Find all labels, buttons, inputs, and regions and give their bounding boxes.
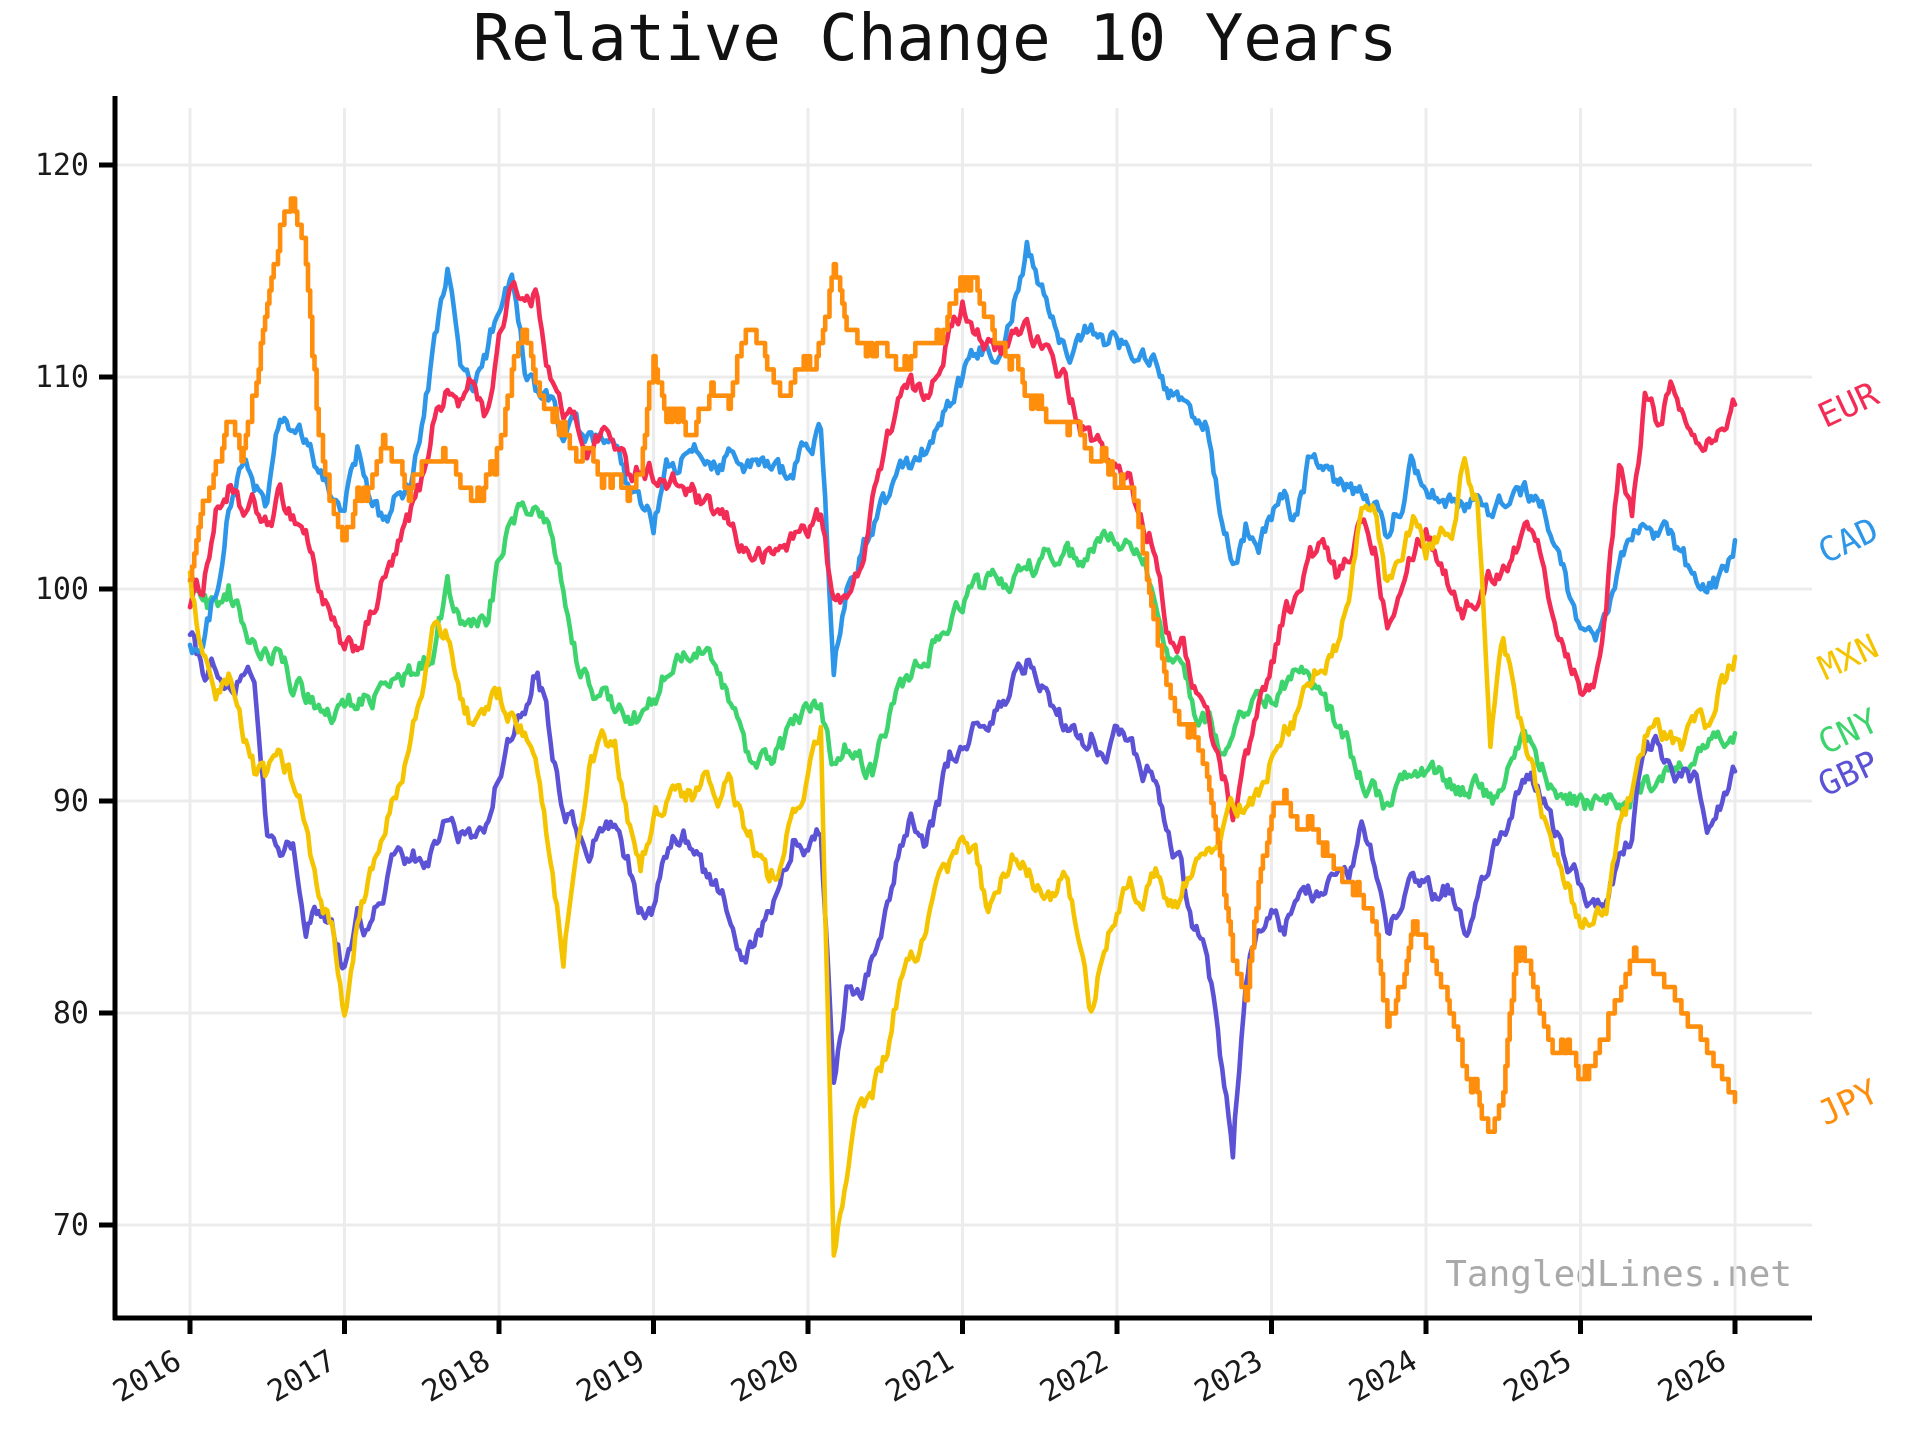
x-tick-label: 2017 [262,1343,342,1409]
y-tick-label: 70 [53,1208,89,1243]
legend-label-JPY: JPY [1812,1072,1885,1134]
y-tick-label: 100 [35,572,89,607]
legend-label-MXN: MXN [1812,627,1885,689]
x-tick-label: 2016 [107,1343,187,1409]
legend-label-CAD: CAD [1812,510,1885,572]
x-tick-label: 2022 [1034,1343,1114,1409]
series-line-GBP [187,630,1738,1160]
x-tick-label: 2026 [1652,1343,1732,1409]
series-line-EUR [187,280,1738,823]
chart-title: Relative Change 10 Years [472,2,1398,76]
series-line-JPY [187,196,1738,1134]
x-tick-label: 2023 [1189,1343,1269,1409]
series-line-MXN [187,456,1738,1258]
x-tick-label: 2019 [571,1343,651,1409]
y-tick-label: 80 [53,996,89,1031]
x-tick-label: 2018 [416,1343,496,1409]
x-tick-label: 2021 [880,1343,960,1409]
series-line-CNY [187,500,1738,812]
x-tick-label: 2025 [1498,1343,1578,1409]
y-tick-label: 120 [35,148,89,183]
y-tick-label: 90 [53,784,89,819]
y-tick-label: 110 [35,360,89,395]
x-tick-label: 2020 [725,1343,805,1409]
x-tick-label: 2024 [1343,1343,1423,1409]
legend-label-EUR: EUR [1812,374,1885,436]
